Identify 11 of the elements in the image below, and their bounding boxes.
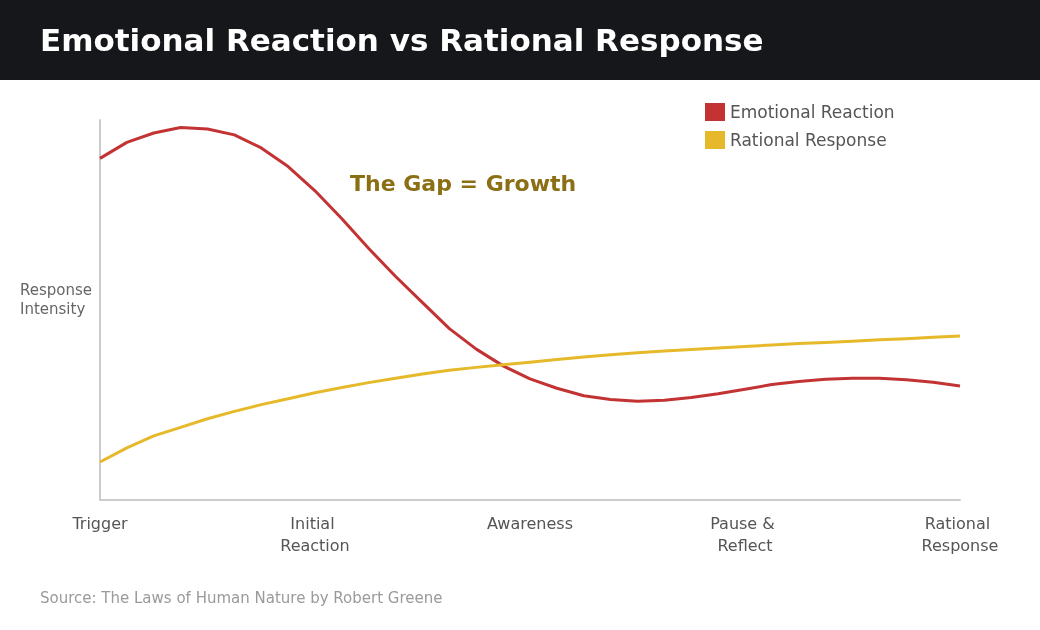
source-note: Source: The Laws of Human Nature by Robert Greene (40, 588, 443, 607)
legend-label: Rational Response (730, 130, 887, 150)
chart-title: Emotional Reaction vs Rational Response (0, 0, 1040, 80)
x-tick-label: Trigger (71, 513, 129, 533)
x-tick-label: Awareness (487, 513, 573, 533)
x-tick-label: Initial Reaction (280, 513, 350, 555)
y-axis-title: Response Intensity (20, 280, 93, 318)
legend-label: Emotional Reaction (730, 102, 895, 122)
x-tick-label: Pause & Reflect (710, 513, 780, 555)
x-tick-label: Rational Response (921, 513, 999, 555)
annotation: The Gap = Growth (350, 170, 577, 196)
